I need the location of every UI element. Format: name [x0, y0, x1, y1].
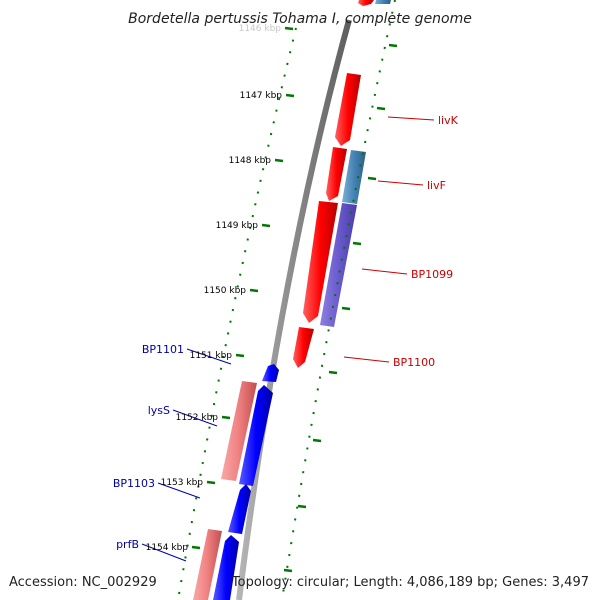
gene-label-BP1100: BP1100 — [393, 356, 435, 369]
tick-label: 1148 kbp — [229, 156, 272, 166]
gene-prfB — [213, 535, 239, 600]
leader-line — [172, 409, 218, 427]
tick-mark-minor — [376, 106, 386, 111]
tick-label: 1153 kbp — [161, 478, 204, 488]
gene-top-fragment-steel — [375, 0, 391, 4]
tick-label: 1150 kbp — [204, 286, 247, 296]
gene-BP1099 — [303, 201, 338, 323]
labels: 1146 kbp 1147 kbp 1148 kbp 1149 kbp 1150 kbp… — [113, 24, 459, 553]
gene-label-livF: livF — [427, 179, 446, 192]
tick-mark — [261, 223, 271, 228]
gene-prfB-light — [193, 529, 222, 600]
tick-mark-minor — [388, 43, 398, 48]
leader-line — [343, 356, 390, 363]
tick-mark-minor — [352, 241, 362, 246]
tick-label: 1151 kbp — [190, 351, 233, 361]
tick-label: 1152 kbp — [176, 413, 219, 423]
gene-label-BP1099: BP1099 — [411, 268, 453, 281]
tick-mark-minor — [283, 568, 293, 573]
right-tick-track — [281, 0, 396, 600]
tick-mark — [249, 288, 259, 293]
leader-line — [387, 116, 435, 121]
gene-BP1103 — [228, 484, 251, 534]
tick-mark-minor — [297, 504, 307, 509]
gene-BP1100 — [293, 327, 314, 368]
reverse-strand-genes — [193, 364, 279, 600]
tick-mark — [191, 545, 201, 550]
gene-slate-overlap — [320, 203, 357, 327]
gene-label-prfB: prfB — [116, 538, 139, 551]
tick-label: 1147 kbp — [240, 91, 283, 101]
tick-mark — [284, 26, 294, 31]
tick-mark — [221, 415, 231, 420]
tick-mark-minor — [328, 370, 338, 375]
gene-lysS-light — [221, 381, 257, 481]
leader-line — [186, 348, 232, 365]
tick-marks — [191, 26, 398, 573]
gene-label-livK: livK — [438, 114, 459, 127]
tick-label: 1149 kbp — [216, 221, 259, 231]
gene-top-fragment — [358, 0, 374, 6]
gene-label-BP1101: BP1101 — [142, 343, 184, 356]
tick-mark — [274, 158, 284, 163]
tick-mark — [285, 93, 295, 98]
tick-mark-minor — [312, 438, 322, 443]
tick-mark — [206, 480, 216, 485]
gene-label-BP1103: BP1103 — [113, 477, 155, 490]
accession-text: Accession: NC_002929 — [9, 575, 157, 590]
tick-mark — [235, 353, 245, 358]
topology-text: Topology: circular; Length: 4,086,189 bp… — [231, 575, 589, 590]
gene-BP1101 — [262, 364, 279, 382]
leader-line — [361, 268, 408, 275]
leader-line — [141, 543, 187, 562]
genome-backbone — [236, 19, 352, 600]
tick-label: 1146 kbp — [239, 24, 282, 34]
leader-line — [157, 482, 201, 499]
gene-label-lysS: lysS — [148, 404, 170, 417]
gene-livK — [335, 73, 361, 146]
gene-livF — [326, 147, 347, 201]
forward-strand-genes — [293, 0, 391, 368]
gene-label-leaders — [141, 116, 435, 562]
tick-mark-minor — [341, 306, 351, 311]
gene-lysS — [239, 385, 273, 486]
tick-mark-minor — [367, 176, 377, 181]
tick-label: 1154 kbp — [146, 543, 189, 553]
leader-line — [377, 180, 424, 186]
map-title: Bordetella pertussis Tohama I, complete … — [128, 11, 472, 27]
gene-light-overlap — [342, 150, 366, 204]
